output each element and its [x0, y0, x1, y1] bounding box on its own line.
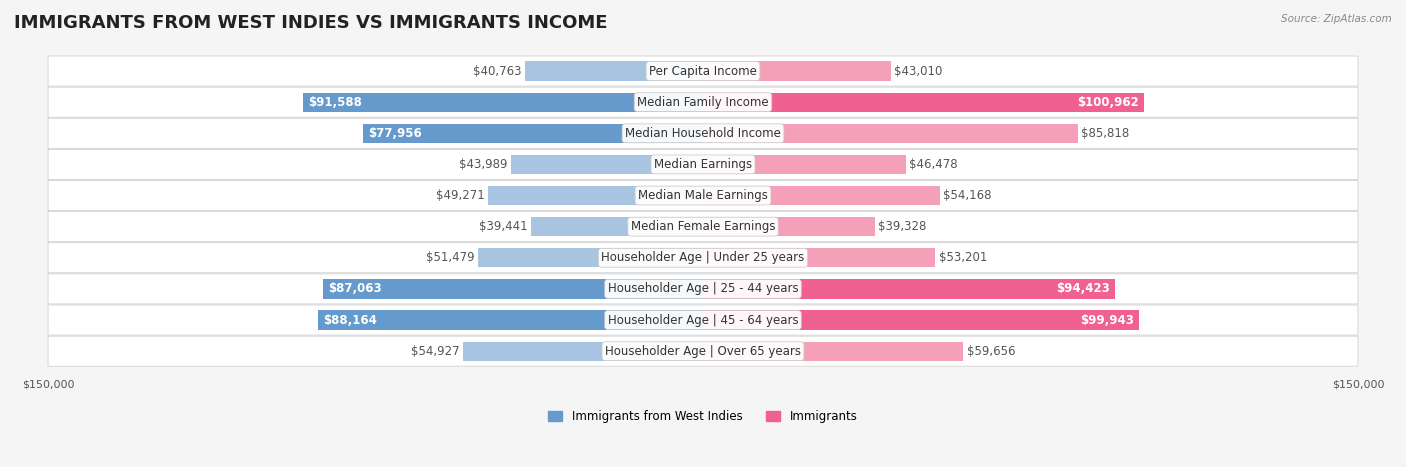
Bar: [703, 155, 905, 174]
Text: $54,168: $54,168: [943, 189, 991, 202]
Text: Source: ZipAtlas.com: Source: ZipAtlas.com: [1281, 14, 1392, 24]
Text: $39,441: $39,441: [479, 220, 527, 233]
Bar: [524, 61, 703, 81]
Text: $100,962: $100,962: [1077, 96, 1139, 109]
Bar: [703, 248, 935, 268]
Text: Median Female Earnings: Median Female Earnings: [631, 220, 775, 233]
FancyBboxPatch shape: [48, 274, 1358, 304]
FancyBboxPatch shape: [48, 336, 1358, 366]
Text: Median Household Income: Median Household Income: [626, 127, 780, 140]
Text: Householder Age | 25 - 44 years: Householder Age | 25 - 44 years: [607, 283, 799, 296]
Bar: [703, 61, 891, 81]
Text: $85,818: $85,818: [1081, 127, 1129, 140]
Text: Median Earnings: Median Earnings: [654, 158, 752, 171]
Text: IMMIGRANTS FROM WEST INDIES VS IMMIGRANTS INCOME: IMMIGRANTS FROM WEST INDIES VS IMMIGRANT…: [14, 14, 607, 32]
Bar: [703, 279, 1115, 298]
Text: $54,927: $54,927: [412, 345, 460, 358]
Bar: [703, 311, 1139, 330]
Text: $94,423: $94,423: [1056, 283, 1111, 296]
FancyBboxPatch shape: [48, 56, 1358, 86]
Bar: [323, 279, 703, 298]
FancyBboxPatch shape: [48, 181, 1358, 211]
Bar: [510, 155, 703, 174]
FancyBboxPatch shape: [48, 212, 1358, 241]
Text: $91,588: $91,588: [308, 96, 363, 109]
Text: $87,063: $87,063: [328, 283, 381, 296]
Bar: [488, 186, 703, 205]
Bar: [363, 124, 703, 143]
FancyBboxPatch shape: [48, 243, 1358, 273]
Bar: [463, 341, 703, 361]
Text: $43,989: $43,989: [460, 158, 508, 171]
Text: Householder Age | Under 25 years: Householder Age | Under 25 years: [602, 251, 804, 264]
Text: $59,656: $59,656: [967, 345, 1015, 358]
Text: $39,328: $39,328: [877, 220, 927, 233]
Text: $51,479: $51,479: [426, 251, 475, 264]
Text: Householder Age | 45 - 64 years: Householder Age | 45 - 64 years: [607, 313, 799, 326]
Bar: [703, 186, 939, 205]
FancyBboxPatch shape: [48, 149, 1358, 179]
FancyBboxPatch shape: [48, 87, 1358, 117]
Text: $99,943: $99,943: [1080, 313, 1135, 326]
FancyBboxPatch shape: [48, 305, 1358, 335]
Bar: [703, 217, 875, 236]
Text: $49,271: $49,271: [436, 189, 485, 202]
Text: $53,201: $53,201: [939, 251, 987, 264]
Text: $43,010: $43,010: [894, 64, 942, 78]
Bar: [318, 311, 703, 330]
Legend: Immigrants from West Indies, Immigrants: Immigrants from West Indies, Immigrants: [544, 405, 862, 427]
Text: $46,478: $46,478: [910, 158, 957, 171]
Text: $77,956: $77,956: [368, 127, 422, 140]
Bar: [478, 248, 703, 268]
Text: $88,164: $88,164: [323, 313, 377, 326]
Text: Median Family Income: Median Family Income: [637, 96, 769, 109]
Text: Per Capita Income: Per Capita Income: [650, 64, 756, 78]
Bar: [703, 92, 1144, 112]
Bar: [703, 341, 963, 361]
Text: Median Male Earnings: Median Male Earnings: [638, 189, 768, 202]
Text: $40,763: $40,763: [474, 64, 522, 78]
Text: Householder Age | Over 65 years: Householder Age | Over 65 years: [605, 345, 801, 358]
FancyBboxPatch shape: [48, 118, 1358, 149]
Bar: [304, 92, 703, 112]
Bar: [703, 124, 1078, 143]
Bar: [531, 217, 703, 236]
